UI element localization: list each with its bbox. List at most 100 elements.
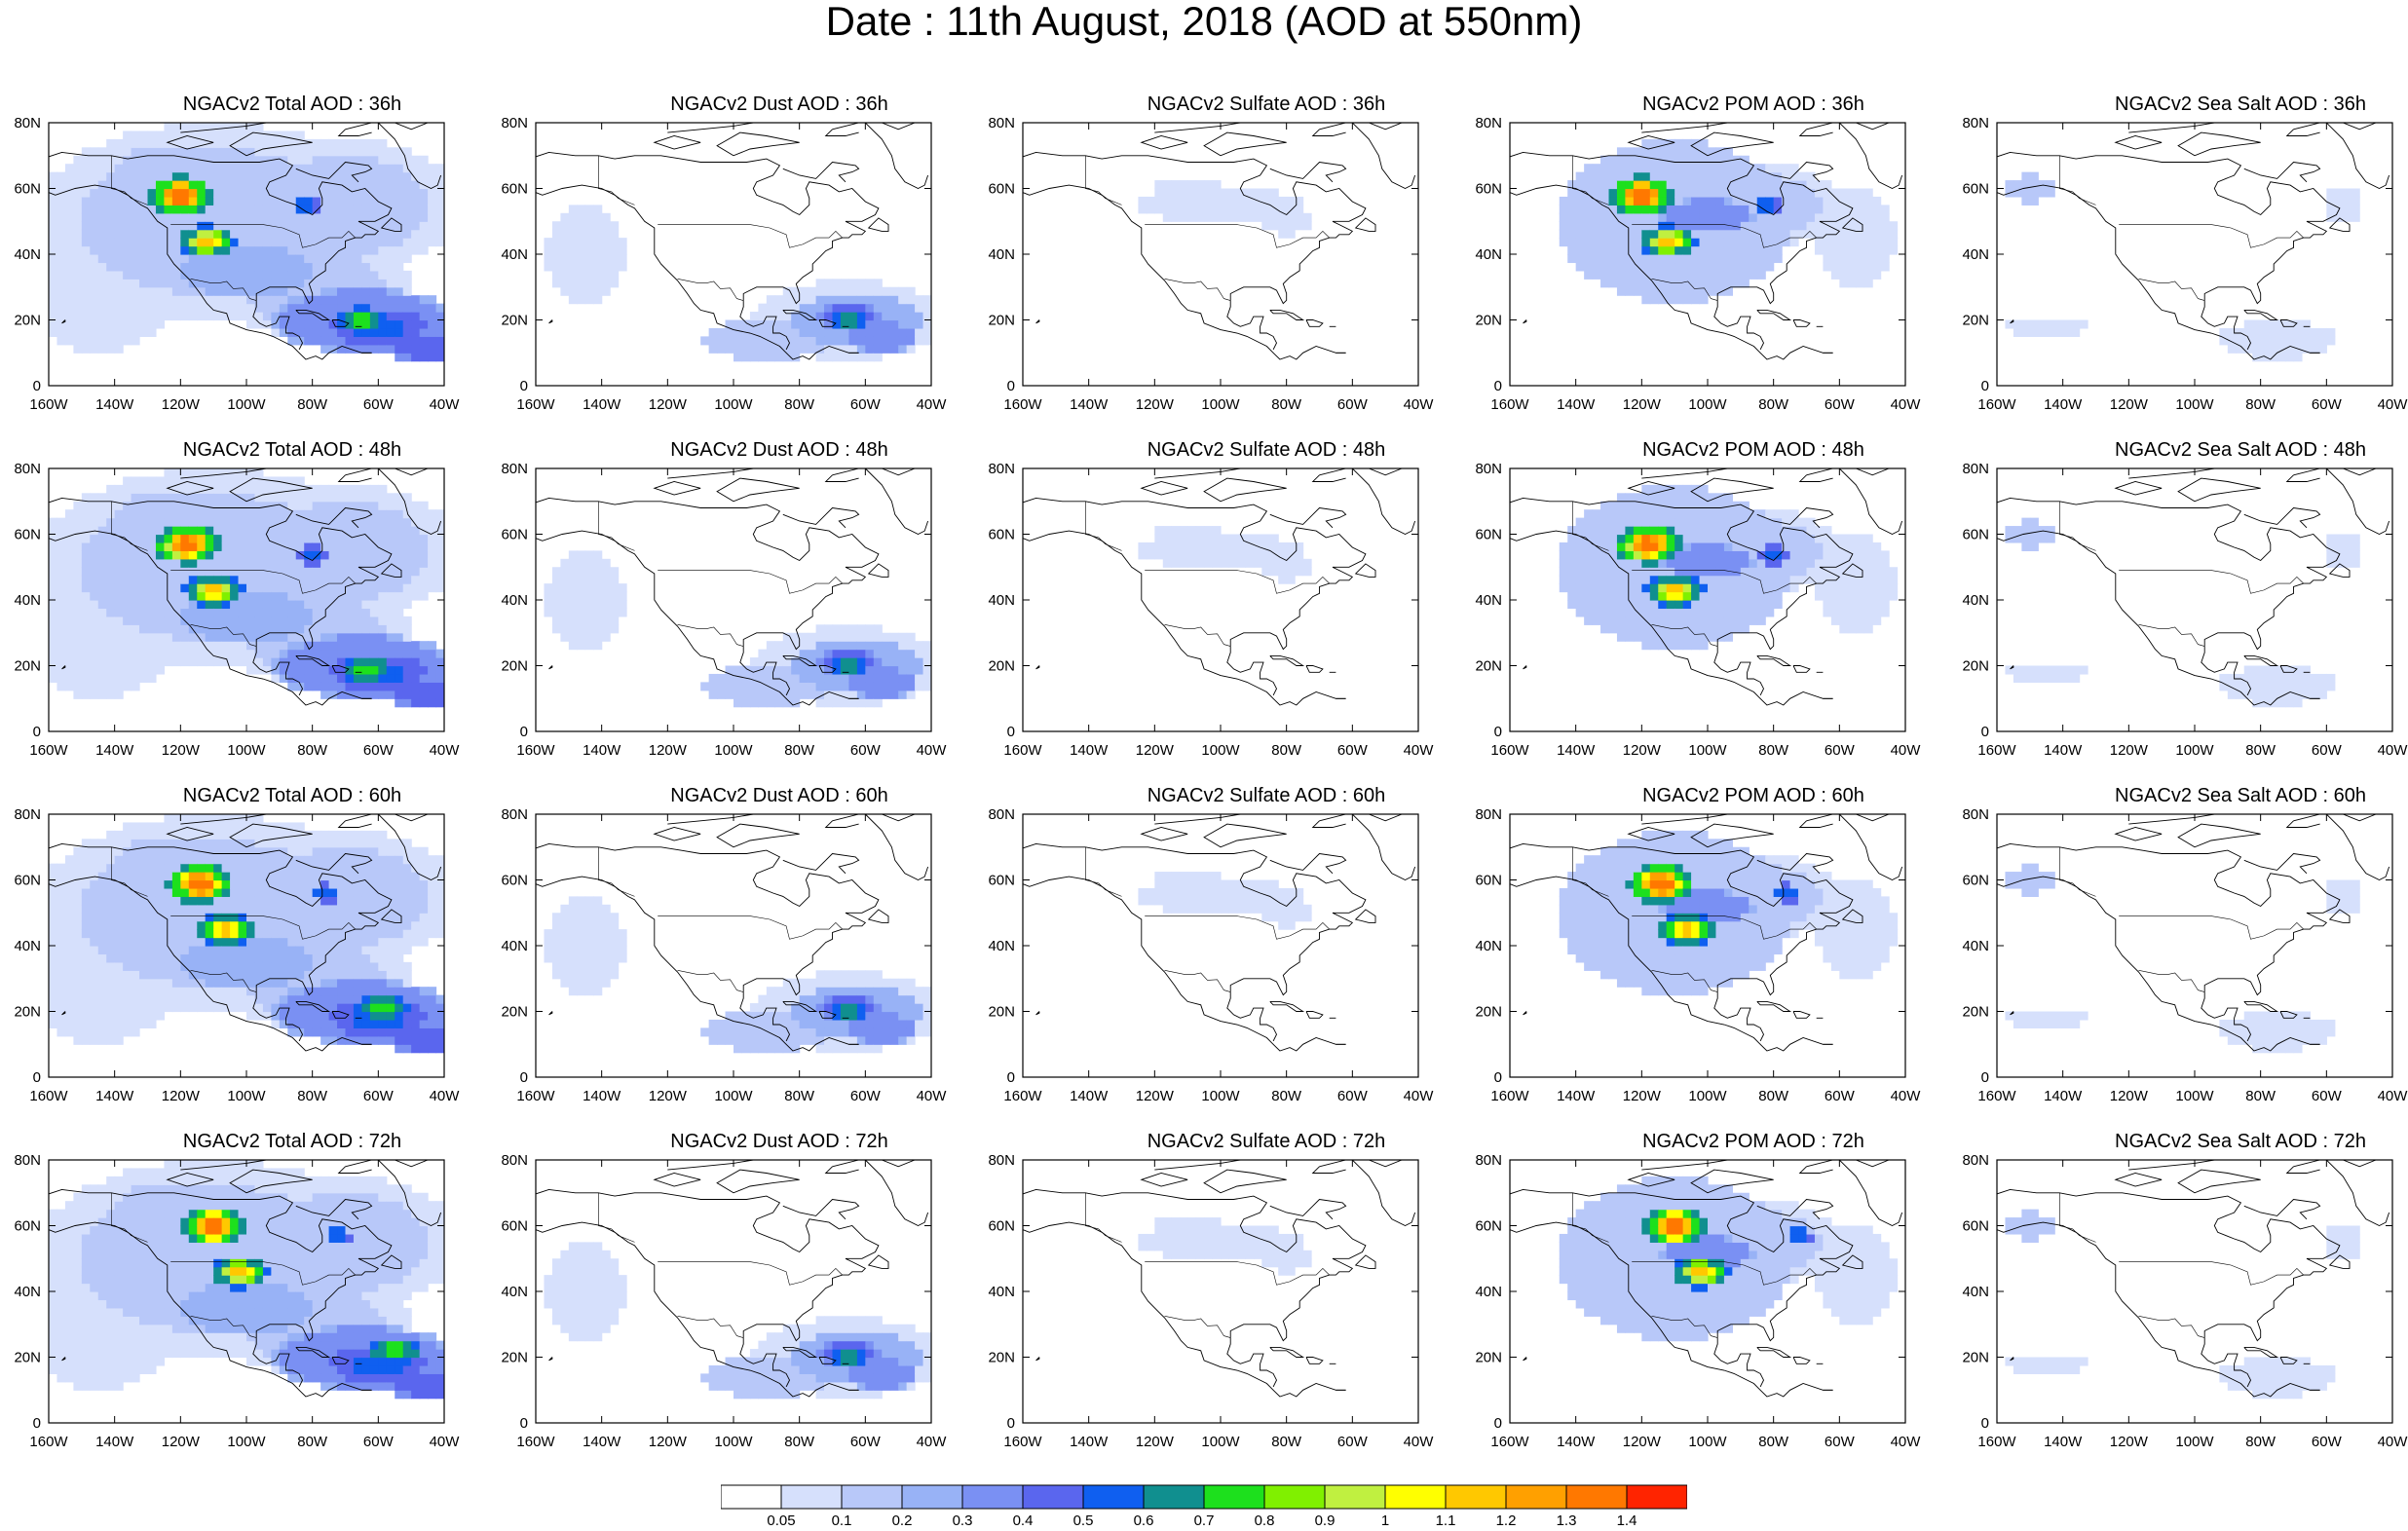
aod-cell — [1839, 254, 1849, 264]
aod-cell — [123, 476, 132, 486]
aod-cell — [131, 221, 140, 231]
aod-cell — [882, 336, 891, 346]
aod-cell — [1674, 616, 1684, 625]
aod-cell — [1863, 205, 1873, 214]
aod-cell — [2038, 534, 2048, 543]
aod-cell — [73, 517, 83, 527]
aod-cell — [1691, 550, 1701, 560]
aod-cell — [353, 138, 363, 148]
aod-cell — [2029, 171, 2039, 181]
aod-cell — [898, 649, 908, 658]
aod-cell — [238, 164, 247, 173]
aod-cell — [205, 468, 214, 478]
aod-cell — [435, 526, 444, 536]
aod-cell — [906, 319, 916, 329]
aod-cell — [840, 286, 850, 296]
aod-cell — [419, 575, 429, 584]
coastline — [824, 474, 859, 482]
aod-cell — [246, 484, 256, 494]
aod-cell — [1830, 558, 1840, 568]
aod-cell — [395, 682, 404, 691]
aod-cell — [262, 558, 272, 568]
aod-cell — [610, 616, 620, 625]
aod-cell — [584, 600, 594, 610]
aod-cell — [428, 657, 437, 667]
aod-cell — [97, 336, 107, 346]
coastline — [1023, 530, 1346, 706]
aod-cell — [1756, 254, 1766, 264]
aod-cell — [1608, 221, 1618, 231]
aod-cell — [402, 327, 412, 337]
aod-cell — [1708, 196, 1717, 205]
coastline — [536, 151, 880, 305]
aod-cell — [1187, 534, 1197, 543]
aod-cell — [328, 608, 338, 617]
aod-cell — [1625, 279, 1635, 288]
aod-cell — [64, 550, 74, 560]
aod-cell — [378, 138, 388, 148]
aod-cell — [1600, 583, 1610, 593]
aod-cell — [230, 501, 240, 510]
aod-cell — [304, 327, 314, 337]
aod-cell — [1649, 632, 1659, 642]
aod-cell — [271, 608, 281, 617]
aod-cell — [1154, 180, 1164, 190]
aod-cell — [1228, 550, 1238, 560]
aod-cell — [873, 649, 883, 658]
aod-cell — [164, 312, 173, 321]
aod-cell — [304, 649, 314, 658]
aod-cell — [2029, 534, 2039, 543]
aod-cell — [856, 319, 866, 329]
aod-cell — [395, 583, 404, 593]
aod-cell — [312, 229, 321, 239]
aod-cell — [361, 624, 371, 634]
aod-cell — [922, 295, 931, 305]
aod-cell — [1212, 212, 1222, 222]
aod-cell — [1773, 558, 1783, 568]
map-panel-seasalt-48h: NGACv2 Sea Salt AOD : 48h 160W 140W 120W 100… — [1962, 435, 2408, 776]
aod-cell — [1814, 534, 1825, 543]
coastline — [832, 123, 931, 131]
aod-cell — [114, 517, 124, 527]
aod-cell — [304, 575, 314, 584]
aod-cell — [791, 312, 801, 321]
aod-cell — [1682, 632, 1692, 642]
aod-cell — [246, 279, 256, 288]
aod-cell — [1666, 196, 1675, 205]
aod-cell — [56, 171, 66, 181]
aod-cell — [81, 567, 91, 577]
aod-cell — [577, 575, 586, 584]
aod-cell — [155, 641, 166, 651]
aod-cell — [106, 501, 116, 510]
aod-cell — [799, 682, 809, 691]
aod-cell — [1830, 196, 1840, 205]
aod-cell — [114, 649, 124, 658]
aod-cell — [106, 583, 116, 593]
aod-cell — [114, 221, 124, 231]
aod-cell — [601, 238, 611, 247]
aod-cell — [840, 295, 850, 305]
aod-cell — [1179, 205, 1188, 214]
aod-cell — [610, 238, 620, 247]
political-border — [1164, 624, 1231, 647]
aod-cell — [1195, 212, 1205, 222]
aod-cell — [287, 682, 297, 691]
aod-cell — [139, 171, 149, 181]
coastline — [337, 474, 372, 482]
aod-cell — [1616, 171, 1627, 181]
aod-cell — [782, 632, 792, 642]
aod-cell — [295, 131, 305, 140]
aod-cell — [1666, 279, 1675, 288]
aod-cell — [1559, 541, 1568, 551]
aod-cell — [1773, 180, 1783, 190]
aod-cell — [361, 336, 371, 346]
aod-cell — [749, 327, 759, 337]
aod-cell — [97, 632, 107, 642]
aod-cell — [295, 171, 305, 181]
aod-cell — [1782, 188, 1791, 198]
aod-cell — [568, 558, 578, 568]
lon-tick-label: 140W — [1557, 742, 1596, 759]
aod-cell — [337, 484, 347, 494]
aod-cell — [1782, 550, 1791, 560]
aod-cell — [262, 484, 272, 494]
